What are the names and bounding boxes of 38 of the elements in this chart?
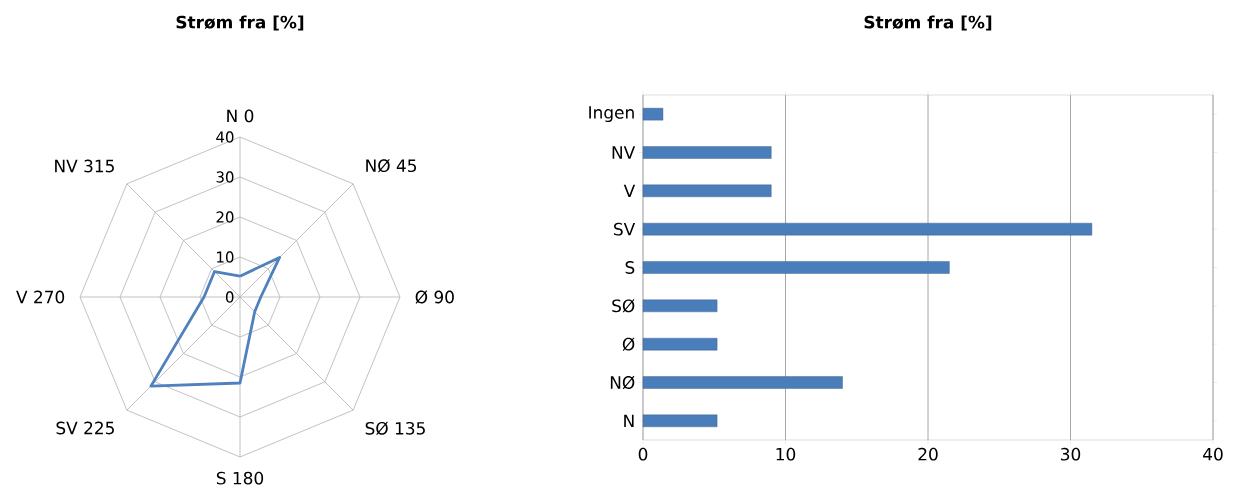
y-tick-label: SØ bbox=[612, 299, 635, 313]
spoke-label: SV 225 bbox=[56, 421, 114, 435]
x-tick-label: 40 bbox=[1203, 447, 1223, 461]
spoke-label: N 0 bbox=[227, 109, 254, 123]
y-tick-label: 0 bbox=[225, 291, 234, 303]
bar bbox=[642, 376, 843, 389]
spoke-label: V 270 bbox=[16, 290, 65, 304]
chart-title: Strøm fra [%] bbox=[176, 15, 304, 31]
spoke-label: NØ 45 bbox=[366, 158, 417, 173]
x-tick-label: 0 bbox=[638, 447, 648, 461]
x-tick-label: 30 bbox=[1061, 447, 1081, 461]
spoke-label: Ø 90 bbox=[415, 290, 454, 304]
bar bbox=[642, 299, 718, 313]
y-tick-label: V bbox=[623, 184, 636, 198]
bar bbox=[642, 146, 772, 159]
y-tick-label: 20 bbox=[216, 211, 234, 223]
y-tick-label: NV bbox=[612, 146, 636, 159]
x-tick-label: 10 bbox=[776, 447, 796, 461]
bar bbox=[642, 337, 718, 351]
spoke-label: S 180 bbox=[216, 471, 264, 485]
y-tick-label: Ingen bbox=[589, 106, 634, 123]
bar bbox=[642, 222, 1093, 236]
x-tick-label: 20 bbox=[918, 447, 938, 461]
y-tick-label: 40 bbox=[216, 131, 234, 143]
y-tick-label: 30 bbox=[216, 171, 234, 183]
bar bbox=[642, 107, 664, 121]
y-tick-label: 10 bbox=[217, 251, 234, 263]
chart-title: Strøm fra [%] bbox=[864, 15, 992, 31]
y-tick-label: S bbox=[625, 261, 635, 274]
y-tick-label: NØ bbox=[610, 375, 635, 390]
y-tick-label: N bbox=[624, 414, 634, 428]
spoke-label: SØ 135 bbox=[365, 421, 425, 436]
bar bbox=[642, 414, 718, 428]
y-tick-label: Ø bbox=[622, 337, 635, 351]
bar bbox=[642, 261, 950, 274]
y-tick-label: SV bbox=[614, 222, 636, 236]
bar bbox=[642, 184, 772, 198]
spoke-label: NV 315 bbox=[55, 159, 114, 173]
